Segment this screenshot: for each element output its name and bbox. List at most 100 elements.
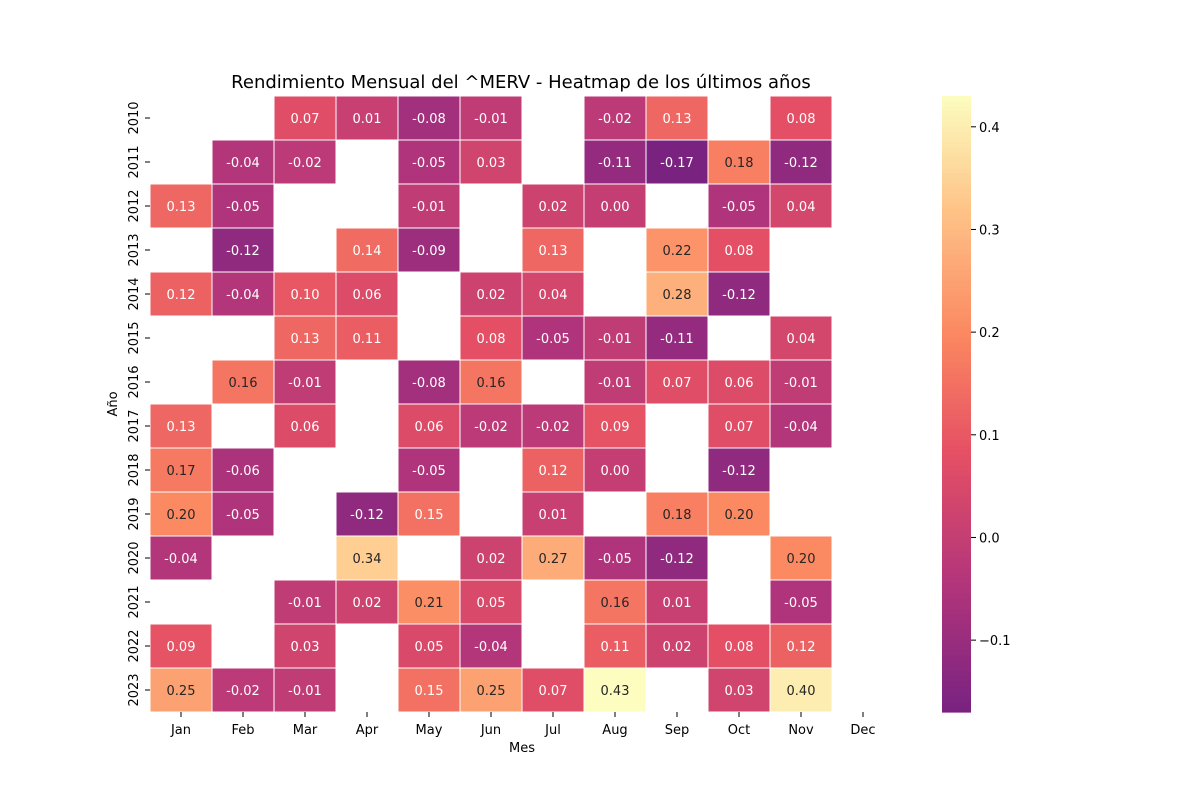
heatmap-cell (583, 667, 647, 713)
heatmap-cell (645, 579, 709, 625)
cell-value-label: 0.18 (663, 508, 692, 523)
y-tick-label: 2012 (127, 189, 142, 222)
colorbar-segment (942, 660, 971, 667)
cell-value-label: 0.16 (229, 376, 258, 391)
colorbar-tick-label: 0.4 (979, 121, 1000, 136)
colorbar-segment (942, 373, 971, 379)
cell-value-label: 0.20 (787, 552, 816, 567)
cell-value-label: 0.06 (725, 376, 754, 391)
cell-value-label: 0.08 (787, 112, 816, 127)
cell-value-label: -0.01 (598, 332, 632, 347)
colorbar-segment (942, 255, 971, 261)
heatmap-cell (707, 447, 771, 493)
colorbar-segment (942, 250, 971, 256)
colorbar-segment (942, 496, 971, 503)
cell-value-label: 0.07 (291, 112, 320, 127)
colorbar-segment (942, 265, 971, 272)
cell-value-label: 0.12 (167, 288, 196, 303)
cell-value-label: -0.11 (598, 156, 632, 171)
y-tick-label: 2017 (127, 409, 142, 442)
colorbar-segment (942, 665, 971, 672)
colorbar-segment (942, 101, 971, 107)
colorbar-segment (942, 131, 971, 138)
colorbar-segment (942, 306, 971, 313)
colorbar-segment (942, 599, 971, 605)
heatmap-cell (335, 579, 399, 625)
cell-value-label: -0.04 (784, 420, 818, 435)
cell-value-label: 0.02 (663, 640, 692, 655)
heatmap-cell (707, 139, 771, 185)
heatmap-cell (645, 623, 709, 669)
cell-value-label: -0.05 (226, 508, 260, 523)
colorbar-segment (942, 696, 971, 703)
x-axis-label: Mes (509, 741, 535, 756)
cell-value-label: -0.05 (412, 464, 446, 479)
colorbar-segment (942, 686, 971, 693)
colorbar-segment (942, 183, 971, 189)
cell-value-label: -0.05 (412, 156, 446, 171)
colorbar-segment (942, 404, 971, 410)
heatmap-cell (459, 315, 523, 361)
heatmap-cell (645, 95, 709, 141)
cell-value-label: 0.12 (787, 640, 816, 655)
cell-value-label: -0.02 (536, 420, 570, 435)
colorbar-segment (942, 162, 971, 169)
cell-value-label: 0.06 (415, 420, 444, 435)
colorbar-segment (942, 398, 971, 405)
colorbar-segment (942, 516, 971, 523)
heatmap-cell (521, 667, 585, 713)
cell-value-label: 0.04 (787, 200, 816, 215)
colorbar-segment (942, 285, 971, 292)
heatmap-cell (397, 623, 461, 669)
colorbar-segment (942, 260, 971, 266)
x-tick-label: Mar (293, 723, 318, 738)
heatmap-cell (521, 491, 585, 537)
heatmap-cell (273, 623, 337, 669)
heatmap-cell (521, 315, 585, 361)
heatmap-cell (397, 403, 461, 449)
cell-value-label: -0.02 (226, 684, 260, 699)
y-tick-label: 2015 (127, 321, 142, 354)
colorbar-segment (942, 619, 971, 626)
colorbar-segment (942, 527, 971, 533)
colorbar-tick-label: 0.3 (979, 223, 1000, 238)
colorbar-segment (942, 486, 971, 492)
y-axis-label: Año (106, 391, 121, 416)
heatmap-cell (707, 271, 771, 317)
cell-value-label: -0.06 (226, 464, 260, 479)
colorbar-segment (942, 193, 971, 200)
cell-value-label: 0.06 (353, 288, 382, 303)
heatmap-cell (521, 183, 585, 229)
cell-value-label: 0.13 (539, 244, 568, 259)
colorbar-segment (942, 357, 971, 364)
heatmap-cell (397, 667, 461, 713)
heatmap-cell (397, 227, 461, 273)
heatmap-cell (583, 183, 647, 229)
cell-value-label: -0.04 (226, 288, 260, 303)
colorbar-segment (942, 275, 971, 282)
heatmap-cell (707, 667, 771, 713)
cell-value-label: 0.25 (477, 684, 506, 699)
cell-value-label: -0.05 (598, 552, 632, 567)
cell-value-label: -0.08 (412, 112, 446, 127)
heatmap-cell (583, 447, 647, 493)
cell-value-label: -0.17 (660, 156, 694, 171)
colorbar-segment (942, 563, 971, 569)
colorbar-segment (942, 640, 971, 646)
y-tick-label: 2010 (127, 101, 142, 134)
colorbar-segment (942, 219, 971, 225)
cell-value-label: 0.00 (601, 464, 630, 479)
cell-value-label: 0.34 (353, 552, 382, 567)
colorbar-segment (942, 701, 971, 708)
colorbar-tick-label: 0.2 (979, 326, 1000, 341)
cell-value-label: -0.02 (598, 112, 632, 127)
colorbar-tick-label: 0.0 (979, 531, 1000, 546)
heatmap-cell (459, 535, 523, 581)
colorbar-segment (942, 316, 971, 323)
cell-value-label: -0.04 (474, 640, 508, 655)
x-tick-label: May (416, 723, 443, 738)
heatmap-cell (211, 139, 275, 185)
colorbar-tick-label: −0.1 (979, 634, 1011, 649)
heatmap-cell (211, 227, 275, 273)
colorbar-segment (942, 327, 971, 333)
